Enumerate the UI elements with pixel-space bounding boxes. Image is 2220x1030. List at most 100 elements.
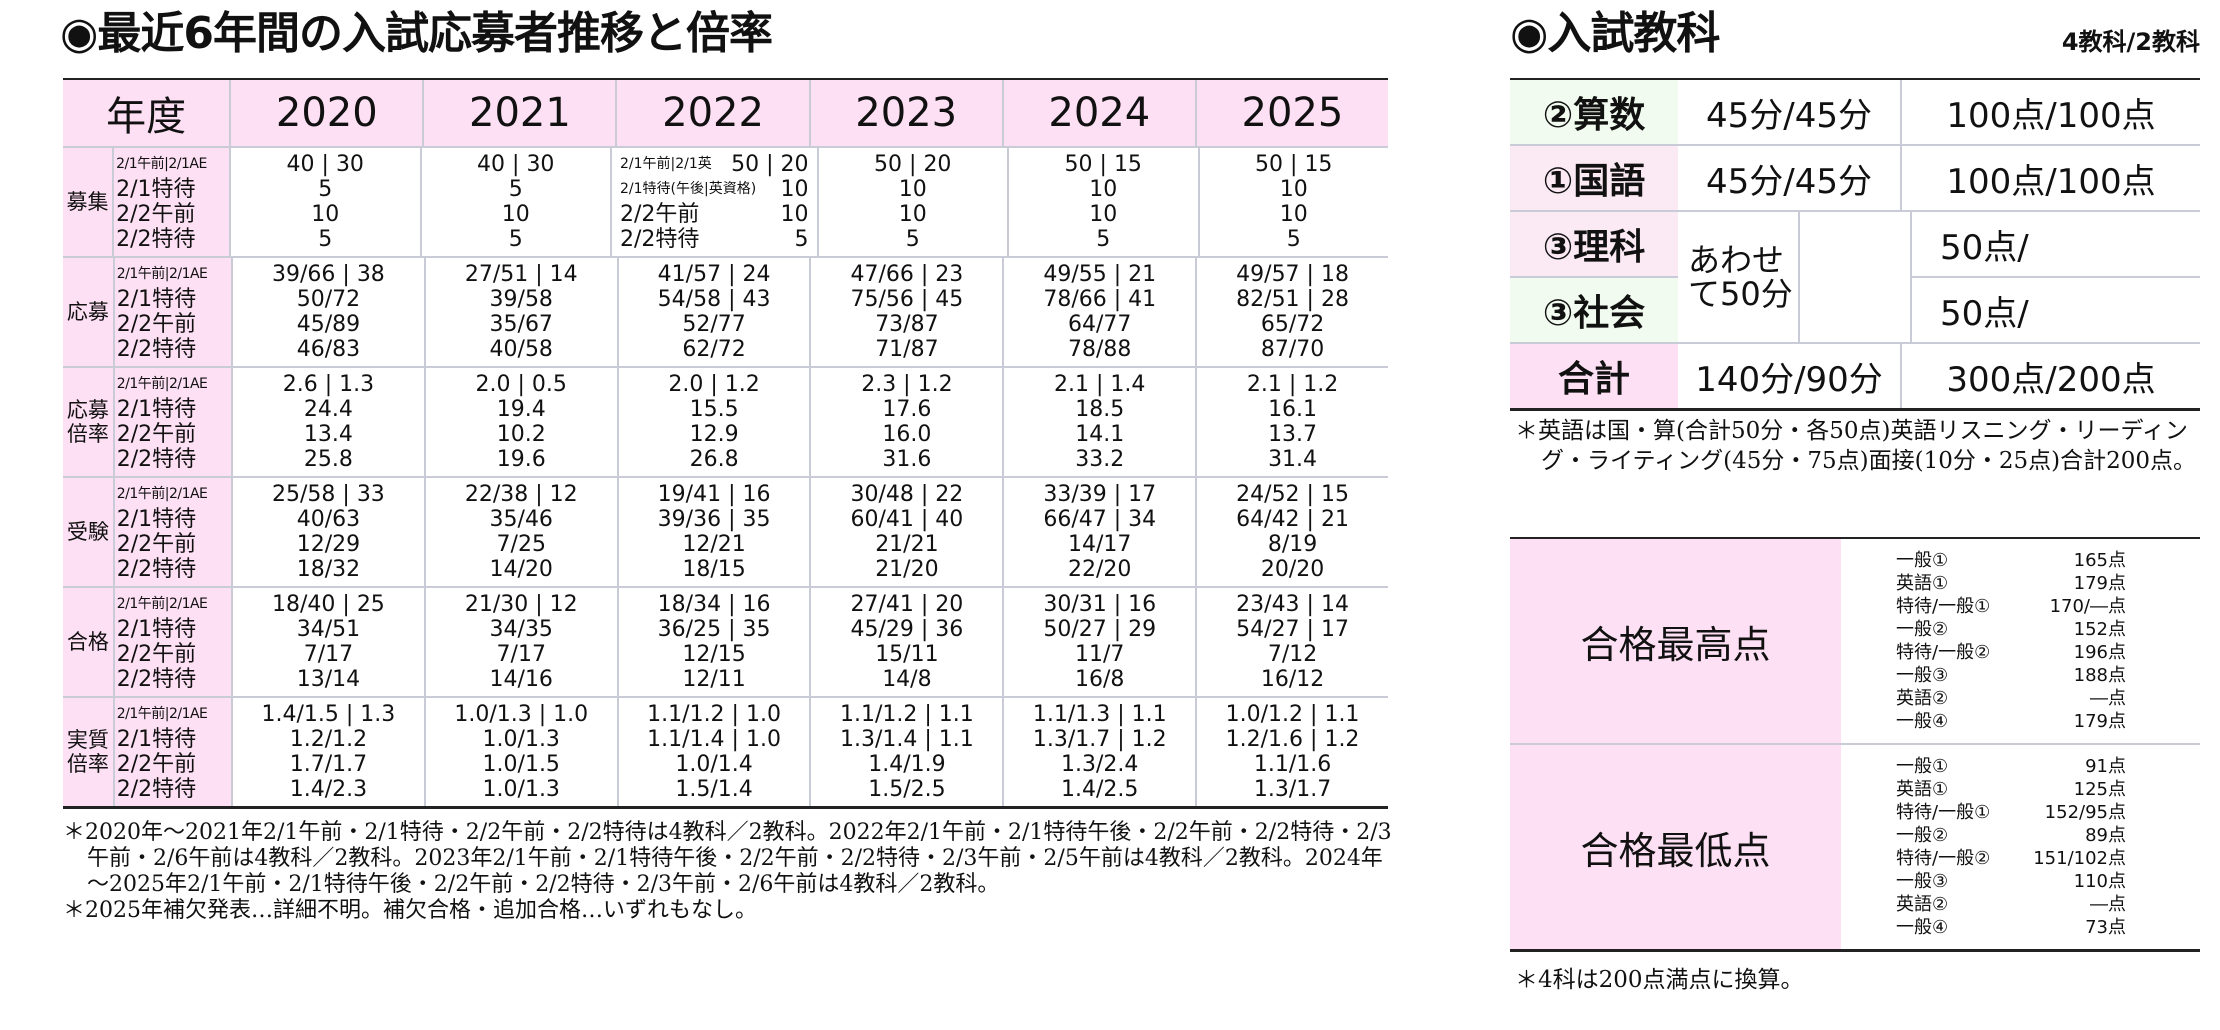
score-item: 英語① 125点 <box>1896 778 2126 801</box>
sub-label: 2/2特待 <box>116 447 197 472</box>
cell-value: 78/66 | 41 <box>1043 287 1157 312</box>
score-value: 152/95点 <box>2044 802 2126 823</box>
sub-labels: 2/1午前|2/1AE 2/1特待 2/2午前 2/2特待 <box>114 478 233 586</box>
cell-value: 19/41 | 16 <box>657 482 771 507</box>
score-value: 73点 <box>2085 917 2126 938</box>
cell-value: 75/56 | 45 <box>850 287 964 312</box>
cell-value: 71/87 <box>875 337 939 362</box>
cell-value: 21/30 | 12 <box>464 592 578 617</box>
year-cell: 40 | 30 5 10 5 <box>422 148 612 256</box>
cell-value: 1.1/1.6 <box>1253 752 1332 777</box>
subject-points: 100点/100点 <box>1946 95 2156 136</box>
sub-label: 2/2午前 <box>116 752 197 777</box>
cell-value: 21/21 <box>875 532 939 557</box>
sub-label: 2/2特待 <box>116 667 197 692</box>
score-value: ―点 <box>2090 688 2126 709</box>
cell-value: 12/29 <box>296 532 361 557</box>
cell-value: 7/25 <box>496 532 546 557</box>
cell-value: 1.0/1.4 <box>675 752 753 777</box>
year-cell: 25/58 | 33 40/63 12/29 18/32 <box>233 478 426 586</box>
cell-value: 11/7 <box>1075 642 1125 667</box>
year-cell: 2.1 | 1.2 16.1 13.7 31.4 <box>1197 368 1388 476</box>
cell-value: 65/72 <box>1260 312 1325 337</box>
year-cell: 19/41 | 16 39/36 | 35 12/21 18/15 <box>619 478 812 586</box>
cell-value: 1.4/2.3 <box>289 777 368 802</box>
cell-value: 34/51 <box>296 617 361 642</box>
cell-value: 15/11 <box>875 642 939 667</box>
cell-value: 2.3 | 1.2 <box>861 372 953 397</box>
year-cell: 2/1午前|2/1英 50 | 20 2/1特待(午後|英資格) 10 2/2午前 10 2… <box>612 148 819 256</box>
year-cell: 2.1 | 1.4 18.5 14.1 33.2 <box>1004 368 1198 476</box>
sub-label: 2/2特待 <box>116 227 196 252</box>
subject-points: 50点/ <box>1940 293 2029 334</box>
cell-value: 30/31 | 16 <box>1043 592 1157 617</box>
cell-value: 50/27 | 29 <box>1043 617 1157 642</box>
cell-value: 5 <box>318 177 333 202</box>
exam-subjects-subtitle: 4教科/2教科 <box>2061 28 2200 56</box>
table-header-row: 年度 2020 2021 2022 2023 2024 2025 <box>63 80 1388 148</box>
sub-label: 2/1午前|2/1AE <box>116 266 208 282</box>
sub-label: 2/1特待 <box>116 507 197 532</box>
cell-value: 41/57 | 24 <box>657 262 771 287</box>
sub-label: 2/2特待 <box>116 777 197 802</box>
exam-name: 特待/一般② <box>1896 642 1991 663</box>
cell-value: 16.1 <box>1268 397 1318 422</box>
cell-value: 10 <box>1279 202 1308 227</box>
year-cell: 30/31 | 16 50/27 | 29 11/7 16/8 <box>1004 588 1198 696</box>
sub-label: 2/1特待 <box>116 177 196 202</box>
cell-sub-label: 2/2特待 <box>620 227 700 252</box>
cell-value: 7/12 <box>1267 642 1318 667</box>
cell-value: 40/63 <box>296 507 361 532</box>
cell-value: 49/57 | 18 <box>1236 262 1349 287</box>
subject-points: 100点/100点 <box>1946 161 2156 202</box>
year-header: 2023 <box>811 80 1004 146</box>
score-value: 110点 <box>2073 871 2126 892</box>
exam-name: 英語② <box>1896 894 1949 915</box>
total-row: 合計 140分/90分 300点/200点 <box>1510 344 2200 408</box>
cell-value: 7/17 <box>303 642 354 667</box>
pass-score-table: 合格最高点 一般① 165点 英語① 179点 特待/一般① 170/―点 一般② 152点 特待… <box>1510 537 2200 952</box>
sub-labels: 2/1午前|2/1AE 2/1特待 2/2午前 2/2特待 <box>114 148 231 256</box>
note-waitlist: ＊2025年補欠発表…詳細不明。補欠合格・追加合格…いずれもなし。 <box>63 898 757 923</box>
year-cell: 1.4/1.5 | 1.3 1.2/1.2 1.7/1.7 1.4/2.3 <box>233 698 426 806</box>
exam-name: 一般④ <box>1896 711 1949 732</box>
exam-name: 一般④ <box>1896 917 1949 938</box>
cell-value: 23/43 | 14 <box>1236 592 1349 617</box>
cell-value: 60/41 | 40 <box>850 507 964 532</box>
year-cell: 2.0 | 0.5 19.4 10.2 19.6 <box>426 368 619 476</box>
exam-name: 一般③ <box>1896 871 1949 892</box>
year-header: 2024 <box>1004 80 1197 146</box>
cell-value: 5 <box>1096 227 1111 252</box>
score-item: 英語② ―点 <box>1896 687 2126 710</box>
score-value: 179点 <box>2073 573 2126 594</box>
combined-time: あわせて50分 <box>1678 212 1800 342</box>
sub-label: 2/1午前|2/1AE <box>116 486 208 502</box>
cell-value: 5 <box>905 227 920 252</box>
year-cell: 18/40 | 25 34/51 7/17 13/14 <box>233 588 426 696</box>
year-cell: 41/57 | 24 54/58 | 43 52/77 62/72 <box>619 258 812 366</box>
exam-name: 一般② <box>1896 825 1949 846</box>
admission-trend-table: 年度 2020 2021 2022 2023 2024 2025 募集 2/1午前… <box>63 78 1388 809</box>
cell-value: 15.5 <box>689 397 739 422</box>
score-value: 165点 <box>2073 550 2126 571</box>
score-value: 188点 <box>2073 665 2126 686</box>
cell-value: 1.0/1.3 | 1.0 <box>454 702 589 727</box>
sub-label: 2/1特待 <box>116 397 197 422</box>
year-cell: 23/43 | 14 54/27 | 17 7/12 16/12 <box>1197 588 1388 696</box>
cell-value: 25.8 <box>303 447 353 472</box>
subject-row: ②算数 45分/45分 100点/100点 <box>1510 80 2200 146</box>
cell-value: 1.4/1.5 | 1.3 <box>261 702 396 727</box>
subject-name: ③理科 <box>1510 212 1678 278</box>
cell-value: 39/58 <box>489 287 553 312</box>
score-item: 一般③ 110点 <box>1896 870 2126 893</box>
score-row: 合格最高点 一般① 165点 英語① 179点 特待/一般① 170/―点 一般② 152点 特待… <box>1510 539 2200 745</box>
cell-value: 1.5/2.5 <box>868 777 946 802</box>
cell-value: 17.6 <box>882 397 932 422</box>
sub-label: 2/1午前|2/1AE <box>116 596 208 612</box>
cell-value: 16/12 <box>1260 667 1325 692</box>
cell-value: 5 <box>1286 227 1301 252</box>
cell-value: 64/42 | 21 <box>1236 507 1349 532</box>
score-list: 一般① 165点 英語① 179点 特待/一般① 170/―点 一般② 152点 特待/一般② 1… <box>1841 539 2200 743</box>
exam-name: 特待/一般① <box>1896 596 1991 617</box>
cell-value: 40 | 30 <box>477 152 555 177</box>
